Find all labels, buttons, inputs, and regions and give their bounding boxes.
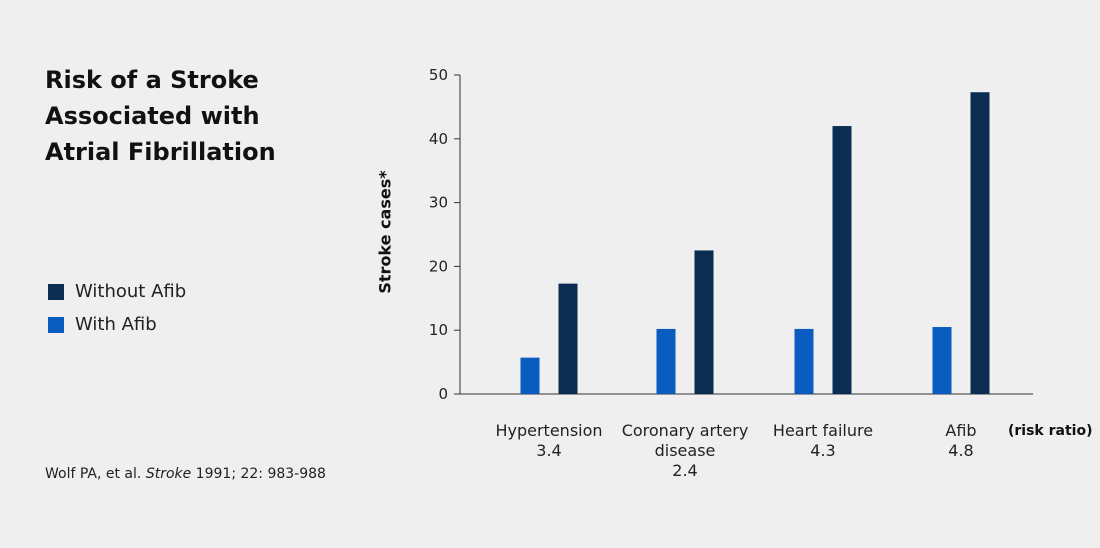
citation: Wolf PA, et al. Stroke 1991; 22: 983-988 (45, 466, 326, 482)
citation-prefix: Wolf PA, et al. (45, 466, 146, 482)
y-tick-label: 30 (429, 194, 448, 212)
bar-with-afib (932, 327, 952, 394)
legend-label-without-afib: Without Afib (75, 281, 187, 302)
bar-with-afib (656, 328, 676, 394)
title-line-3: Atrial Fibrillation (45, 138, 276, 166)
bar-without-afib (694, 250, 714, 394)
legend-item-with-afib: With Afib (48, 308, 186, 341)
title-line-2: Associated with (45, 102, 260, 130)
citation-suffix: 1991; 22: 983-988 (191, 466, 326, 482)
y-tick-label: 0 (438, 385, 448, 403)
x-category-label: Afib 4.8 (945, 421, 976, 461)
y-tick-label: 40 (429, 130, 448, 148)
category-name-line: Hypertension (495, 421, 603, 440)
x-category-label: Hypertension 3.4 (495, 421, 602, 461)
legend: Without Afib With Afib (48, 275, 186, 341)
category-name-line: Heart failure (772, 421, 874, 440)
risk-ratio-value: 4.8 (948, 441, 974, 460)
title-line-1: Risk of a Stroke (45, 66, 259, 94)
bar-with-afib (794, 328, 814, 394)
bar-without-afib (558, 283, 578, 394)
risk-ratio-value: 3.4 (536, 441, 562, 460)
legend-swatch-without-afib (48, 283, 64, 300)
legend-label-with-afib: With Afib (75, 314, 157, 335)
x-category-label: Coronary artery disease 2.4 (622, 421, 749, 481)
category-name-line: Coronary artery (621, 421, 749, 440)
chart-title: Risk of a Stroke Associated with Atrial … (45, 62, 276, 170)
y-tick-label: 20 (429, 257, 448, 275)
legend-swatch-with-afib (48, 316, 64, 333)
y-tick-label: 10 (429, 321, 448, 339)
y-tick-label: 50 (429, 66, 448, 84)
category-name-line: Afib (945, 421, 977, 440)
risk-ratio-note: (risk ratio) (1008, 423, 1093, 439)
x-category-label: Heart failure 4.3 (773, 421, 873, 461)
category-name-line: disease (654, 441, 716, 460)
bar-without-afib (970, 92, 990, 394)
bar-with-afib (520, 357, 540, 394)
citation-journal: Stroke (145, 466, 192, 482)
legend-item-without-afib: Without Afib (48, 275, 186, 308)
risk-ratio-value: 2.4 (672, 461, 698, 480)
bar-without-afib (832, 126, 852, 394)
risk-ratio-value: 4.3 (810, 441, 836, 460)
